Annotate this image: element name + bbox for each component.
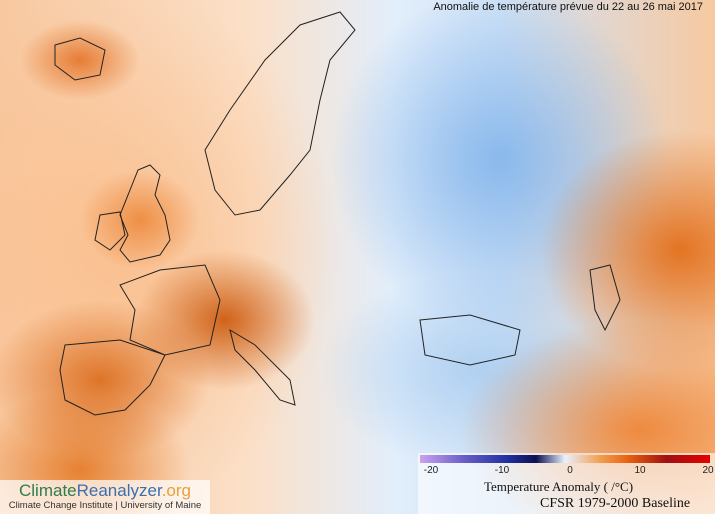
ireland-coast	[94, 211, 126, 251]
iceland-coast	[54, 37, 106, 81]
italy-coast	[229, 328, 296, 406]
colorbar-tick: -10	[494, 465, 510, 476]
uk-coast	[119, 164, 171, 263]
iberia-coast	[59, 339, 166, 416]
scandinavia-coast	[204, 11, 356, 216]
colorbar-tick: -20	[423, 465, 439, 476]
colorbar-tick: 20	[702, 465, 714, 476]
logo-text: Reanalyzer	[76, 481, 162, 500]
caspian-coast	[589, 264, 621, 332]
black-sea-coast	[419, 314, 521, 366]
map-title: Anomalie de température prévue du 22 au …	[433, 1, 703, 13]
colorbar	[420, 455, 710, 463]
climate-reanalyzer-logo[interactable]: ClimateReanalyzer.org Climate Change Ins…	[0, 480, 210, 514]
logo-subtitle: Climate Change Institute | University of…	[8, 500, 202, 511]
logo-text: Climate	[19, 481, 77, 500]
colorbar-tick: 0	[567, 465, 573, 476]
colorbar-label: Temperature Anomaly ( /°C)	[484, 479, 634, 494]
colorbar-tick: 10	[634, 465, 646, 476]
baseline-label: CFSR 1979-2000 Baseline	[540, 496, 691, 511]
france-coast	[119, 264, 221, 356]
logo-text: .org	[161, 481, 191, 500]
colorbar-legend: -20 -10 0 10 20 Temperature Anomaly ( /°…	[418, 453, 715, 514]
